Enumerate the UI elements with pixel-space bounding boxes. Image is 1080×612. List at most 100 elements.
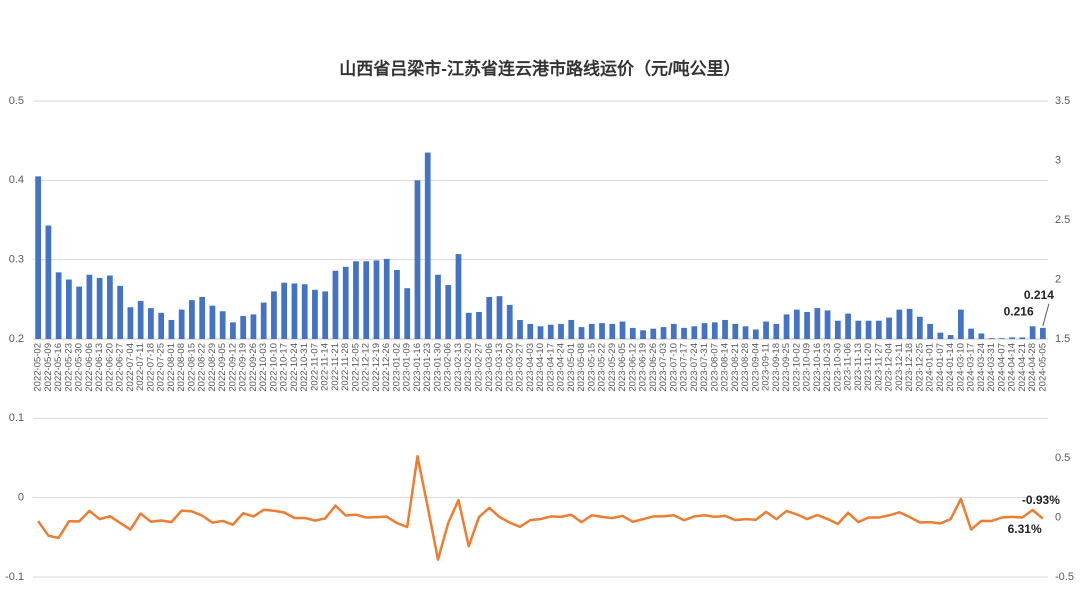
bar xyxy=(332,270,339,339)
bar xyxy=(178,309,185,339)
bar xyxy=(137,300,144,339)
bar xyxy=(1040,327,1046,339)
x-tick-label: 2023-12-11 xyxy=(894,343,905,391)
x-tick-label: 2022-09-12 xyxy=(227,343,238,392)
x-tick-label: 2022-10-31 xyxy=(299,343,310,392)
bar xyxy=(199,296,206,339)
bar xyxy=(35,176,41,339)
bar xyxy=(373,260,380,339)
x-tick-label: 2022-12-12 xyxy=(361,343,372,392)
bar xyxy=(240,315,247,339)
x-tick-label: 2022-12-19 xyxy=(371,343,382,392)
bar xyxy=(650,328,657,339)
x-tick-label: 2022-07-25 xyxy=(156,343,167,392)
bar xyxy=(814,308,821,339)
x-tick-label: 2023-04-24 xyxy=(556,343,567,392)
x-tick-label: 2023-09-25 xyxy=(781,343,792,392)
bar xyxy=(45,225,52,339)
y2-tick-label: 3.5 xyxy=(1055,95,1070,107)
bar xyxy=(691,326,698,339)
x-tick-label: 2022-05-30 xyxy=(74,343,85,392)
bar xyxy=(804,312,810,339)
x-tick-label: 2023-06-19 xyxy=(638,343,649,392)
x-tick-label: 2023-06-26 xyxy=(648,343,659,392)
x-tick-label: 2023-01-16 xyxy=(412,343,423,392)
bar xyxy=(619,321,626,339)
x-tick-label: 2022-12-26 xyxy=(381,343,392,392)
x-tick-label: 2022-05-23 xyxy=(63,343,74,392)
x-tick-label: 2023-06-05 xyxy=(617,343,628,392)
x-tick-label: 2023-02-06 xyxy=(443,343,454,392)
x-tick-label: 2022-07-04 xyxy=(125,343,136,392)
bar xyxy=(670,323,677,339)
bar xyxy=(271,291,277,339)
bar xyxy=(629,327,636,339)
x-tick-label: 2023-06-12 xyxy=(627,343,638,392)
x-tick-label: 2022-06-06 xyxy=(84,343,95,392)
bar xyxy=(465,312,472,339)
bar xyxy=(76,286,83,339)
bar xyxy=(865,320,872,339)
data-label: 6.31% xyxy=(1008,522,1042,536)
x-tick-label: 2022-06-13 xyxy=(94,343,105,392)
x-tick-label: 2022-05-09 xyxy=(43,343,54,392)
x-tick-label: 2023-05-08 xyxy=(576,343,587,392)
bar xyxy=(681,327,687,339)
y2-tick-label: 2 xyxy=(1055,273,1061,285)
bar xyxy=(230,322,236,339)
x-tick-label: 2023-09-11 xyxy=(761,343,772,391)
bar xyxy=(383,258,390,339)
x-tick-label: 2023-07-10 xyxy=(668,343,679,392)
bar xyxy=(568,319,575,339)
bar xyxy=(281,282,288,339)
bar xyxy=(445,285,452,339)
x-tick-label: 2023-10-30 xyxy=(832,343,843,392)
x-tick-label: 2022-12-05 xyxy=(350,343,361,392)
y-tick-label: 0.4 xyxy=(9,174,24,186)
bar xyxy=(558,323,564,339)
y-tick-label: 0.5 xyxy=(9,95,24,107)
x-tick-label: 2022-11-28 xyxy=(340,343,351,391)
x-tick-label: 2023-05-15 xyxy=(586,343,597,392)
x-tick-label: 2023-10-02 xyxy=(791,343,802,392)
x-tick-label: 2022-10-24 xyxy=(289,343,300,392)
x-tick-label: 2022-05-02 xyxy=(33,343,44,392)
bar xyxy=(301,284,308,339)
x-tick-label: 2023-02-13 xyxy=(453,343,464,392)
x-tick-label: 2024-03-24 xyxy=(976,343,987,392)
bar xyxy=(127,307,134,339)
bar xyxy=(599,323,605,339)
x-tick-label: 2022-08-08 xyxy=(176,343,187,392)
x-tick-label: 2024-01-01 xyxy=(925,343,936,392)
bar xyxy=(66,279,72,339)
x-tick-label: 2023-11-13 xyxy=(853,343,864,391)
y2-tick-label: 0 xyxy=(1055,511,1061,523)
bar xyxy=(793,309,800,339)
x-tick-label: 2023-03-27 xyxy=(515,343,526,392)
bar xyxy=(763,321,769,339)
x-tick-label: 2023-08-28 xyxy=(740,343,751,392)
bar xyxy=(55,272,62,339)
x-tick-label: 2023-11-27 xyxy=(873,343,884,391)
bar xyxy=(291,283,298,339)
bar xyxy=(824,310,831,339)
x-tick-label: 2022-08-22 xyxy=(197,343,208,392)
x-tick-label: 2023-03-20 xyxy=(504,343,515,392)
x-tick-label: 2024-04-28 xyxy=(1027,343,1038,392)
bar xyxy=(732,323,739,339)
bar xyxy=(219,311,226,339)
bar xyxy=(107,275,113,339)
bar xyxy=(609,323,616,339)
y-tick-label: -0.1 xyxy=(5,571,24,583)
bar xyxy=(527,323,534,339)
data-label: 0.214 xyxy=(1024,288,1054,302)
x-tick-label: 2022-06-20 xyxy=(104,343,115,392)
x-tick-label: 2023-05-29 xyxy=(607,343,618,392)
bar xyxy=(496,296,503,339)
x-tick-label: 2024-01-07 xyxy=(935,343,946,392)
bar xyxy=(711,322,718,339)
bar xyxy=(189,300,195,339)
bar xyxy=(845,313,851,339)
bar xyxy=(342,266,349,339)
bar xyxy=(424,152,431,339)
